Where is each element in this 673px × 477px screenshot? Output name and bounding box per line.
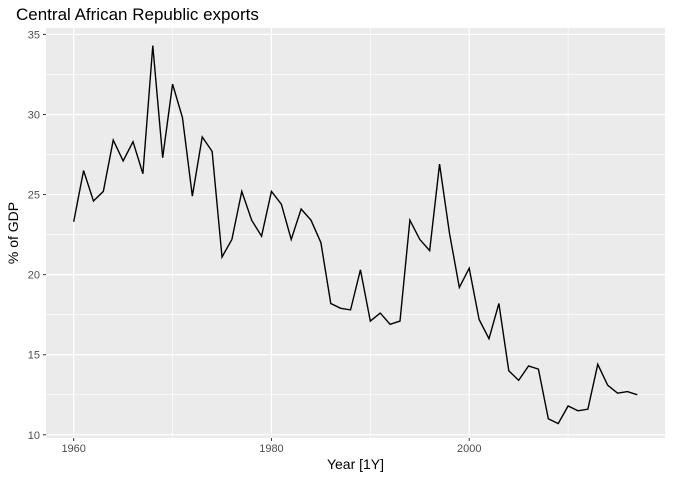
chart-title: Central African Republic exports	[16, 5, 259, 24]
y-tick-label: 30	[28, 109, 40, 121]
x-axis-title: Year [1Y]	[327, 456, 384, 472]
y-tick-label: 35	[28, 29, 40, 41]
x-tick-label: 1960	[61, 443, 85, 455]
x-tick-label: 1980	[259, 443, 283, 455]
x-axis: 1960 1980 2000	[61, 438, 481, 455]
x-tick-label: 2000	[457, 443, 481, 455]
y-axis-title: % of GDP	[5, 202, 21, 264]
plot-panel	[46, 28, 665, 438]
y-tick-label: 20	[28, 270, 40, 282]
y-tick-label: 15	[28, 350, 40, 362]
grid-minor	[46, 28, 665, 438]
y-axis: 10 15 20 25 30 35	[28, 29, 46, 442]
grid-major	[46, 28, 665, 438]
series-line	[73, 45, 638, 425]
y-tick-label: 25	[28, 190, 40, 202]
y-tick-label: 10	[28, 430, 40, 442]
